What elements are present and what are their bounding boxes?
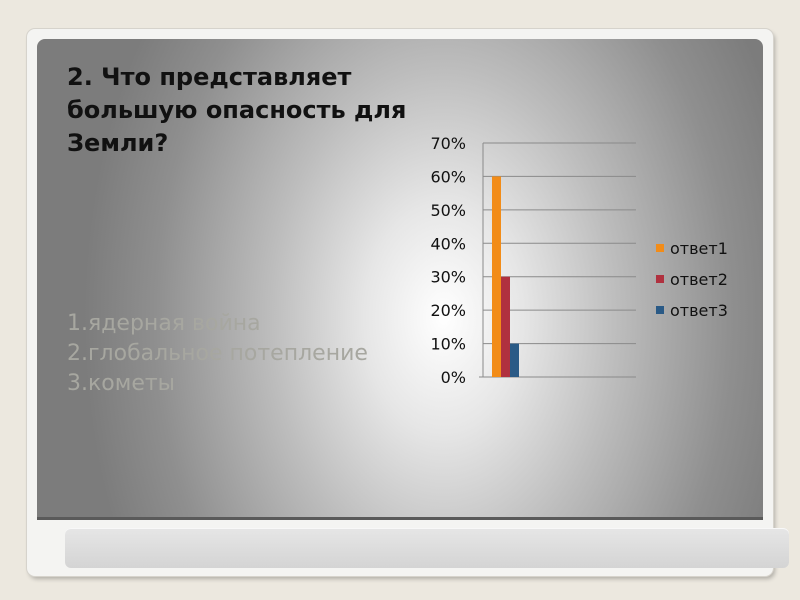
bar-ответ3 xyxy=(510,343,519,377)
bar-ответ1 xyxy=(492,176,501,377)
answer-item-3: 3.кометы xyxy=(67,371,176,396)
y-tick-label: 30% xyxy=(430,268,466,287)
y-tick-label: 40% xyxy=(430,234,466,253)
y-tick-label: 50% xyxy=(430,201,466,220)
y-tick-label: 20% xyxy=(430,301,466,320)
legend-swatch-ответ3 xyxy=(656,306,664,314)
legend-label-ответ3: ответ3 xyxy=(670,301,728,320)
y-tick-label: 10% xyxy=(430,335,466,354)
bar-ответ2 xyxy=(501,276,510,377)
answer-item-1: 1.ядерная война xyxy=(67,311,261,336)
legend-label-ответ1: ответ1 xyxy=(670,239,728,258)
y-tick-label: 60% xyxy=(430,167,466,186)
slide-title: 2. Что представляет большую опасность дл… xyxy=(67,63,407,157)
y-tick-label: 0% xyxy=(441,368,466,387)
slide-footer-bar xyxy=(65,528,789,568)
legend-swatch-ответ1 xyxy=(656,244,664,252)
answer-item-2: 2.глобальное потепление xyxy=(67,341,368,366)
answer-list: 1.ядерная война 2.глобальное потепление … xyxy=(67,309,368,399)
legend-label-ответ2: ответ2 xyxy=(670,270,728,289)
slide-content: 2. Что представляет большую опасность дл… xyxy=(37,39,763,520)
slide-frame: 2. Что представляет большую опасность дл… xyxy=(27,29,789,576)
y-tick-label: 70% xyxy=(430,134,466,153)
legend-swatch-ответ2 xyxy=(656,275,664,283)
